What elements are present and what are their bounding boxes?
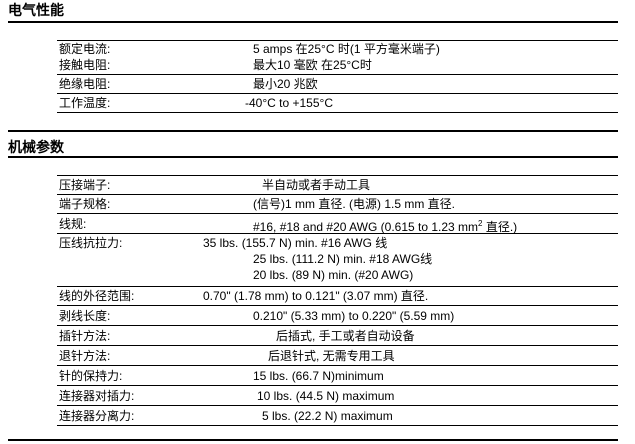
spec-value: 最大10 毫欧 在25°C时: [253, 58, 372, 72]
spec-label: 绝缘电阻:: [59, 77, 111, 91]
spec-label: 线的外径范围:: [59, 289, 135, 303]
spec-label: 剥线长度:: [59, 309, 111, 323]
spec-label: 接触电阻:: [59, 58, 111, 72]
spec-value: 0.70" (1.78 mm) to 0.121" (3.07 mm) 直径.: [203, 289, 429, 303]
divider: [8, 156, 618, 158]
spec-value: 35 lbs. (155.7 N) min. #16 AWG 线: [203, 236, 388, 250]
spec-value: 5 lbs. (22.2 N) maximum: [262, 409, 393, 423]
spec-value: 5 amps 在25°C 时(1 平方毫米端子): [253, 42, 440, 56]
mechanical-spec-table: 压接端子: 半自动或者手动工具 端子规格: (信号)1 mm 直径. (电源) …: [57, 175, 618, 426]
spec-value: 半自动或者手动工具: [262, 178, 371, 192]
spec-value: 后插式, 手工或者自动设备: [276, 329, 415, 343]
spec-value: -40°C to +155°C: [245, 96, 333, 110]
table-row: 退针方法: 后退针式, 无需专用工具: [57, 346, 618, 366]
spec-value: 后退针式, 无需专用工具: [268, 349, 395, 363]
spec-label: 工作温度:: [59, 96, 111, 110]
table-row: 连接器对插力: 10 lbs. (44.5 N) maximum: [57, 386, 618, 406]
table-row: 连接器分离力: 5 lbs. (22.2 N) maximum: [57, 406, 618, 426]
spec-value: 20 lbs. (89 N) min. (#20 AWG): [253, 268, 414, 282]
spec-value: 10 lbs. (44.5 N) maximum: [257, 389, 395, 403]
spec-label: 额定电流:: [59, 42, 111, 56]
spec-value: 25 lbs. (111.2 N) min. #18 AWG线: [253, 252, 433, 266]
table-row: 绝缘电阻: 最小20 兆欧: [57, 75, 618, 94]
section-title-electrical: 电气性能: [8, 2, 64, 18]
spec-label: 端子规格:: [59, 197, 111, 211]
divider: [8, 130, 618, 132]
spec-value: (信号)1 mm 直径. (电源) 1.5 mm 直径.: [253, 197, 455, 211]
electrical-spec-table: 额定电流: 5 amps 在25°C 时(1 平方毫米端子) 接触电阻: 最大1…: [57, 40, 618, 113]
spec-value-tail: 直径.): [482, 220, 518, 234]
spec-value-text: #16, #18 and #20 AWG (0.615 to 1.23 mm: [253, 220, 479, 234]
divider: [8, 439, 618, 441]
table-row: 插针方法: 后插式, 手工或者自动设备: [57, 326, 618, 346]
table-row: 额定电流: 5 amps 在25°C 时(1 平方毫米端子) 接触电阻: 最大1…: [57, 41, 618, 75]
spec-value: 最小20 兆欧: [253, 77, 318, 91]
spec-label: 连接器分离力:: [59, 409, 135, 423]
spec-label: 退针方法:: [59, 349, 111, 363]
spec-value: #16, #18 and #20 AWG (0.615 to 1.23 mm2 …: [253, 216, 517, 235]
table-row: 线的外径范围: 0.70" (1.78 mm) to 0.121" (3.07 …: [57, 287, 618, 306]
spec-label: 针的保持力:: [59, 369, 123, 383]
section-title-mechanical: 机械参数: [8, 139, 64, 155]
spec-label: 连接器对插力:: [59, 389, 135, 403]
superscript: 2: [478, 219, 483, 228]
table-row: 压线抗拉力: 35 lbs. (155.7 N) min. #16 AWG 线 …: [57, 234, 618, 287]
table-row: 剥线长度: 0.210" (5.33 mm) to 0.220" (5.59 m…: [57, 306, 618, 326]
spec-label: 线规:: [59, 217, 87, 231]
table-row: 端子规格: (信号)1 mm 直径. (电源) 1.5 mm 直径.: [57, 195, 618, 214]
spec-value: 0.210" (5.33 mm) to 0.220" (5.59 mm): [253, 309, 455, 323]
spec-label: 压接端子:: [59, 178, 111, 192]
spec-label: 压线抗拉力:: [59, 236, 123, 250]
spec-value: 15 lbs. (66.7 N)minimum: [253, 369, 384, 383]
table-row: 工作温度: -40°C to +155°C: [57, 94, 618, 113]
table-row: 压接端子: 半自动或者手动工具: [57, 176, 618, 195]
table-row: 线规: #16, #18 and #20 AWG (0.615 to 1.23 …: [57, 214, 618, 234]
table-row: 针的保持力: 15 lbs. (66.7 N)minimum: [57, 366, 618, 386]
spec-label: 插针方法:: [59, 329, 111, 343]
divider: [8, 21, 618, 23]
